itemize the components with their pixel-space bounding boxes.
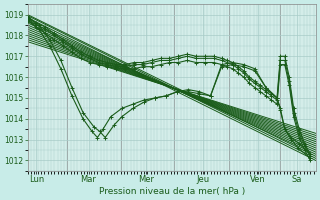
X-axis label: Pression niveau de la mer( hPa ): Pression niveau de la mer( hPa )	[99, 187, 245, 196]
